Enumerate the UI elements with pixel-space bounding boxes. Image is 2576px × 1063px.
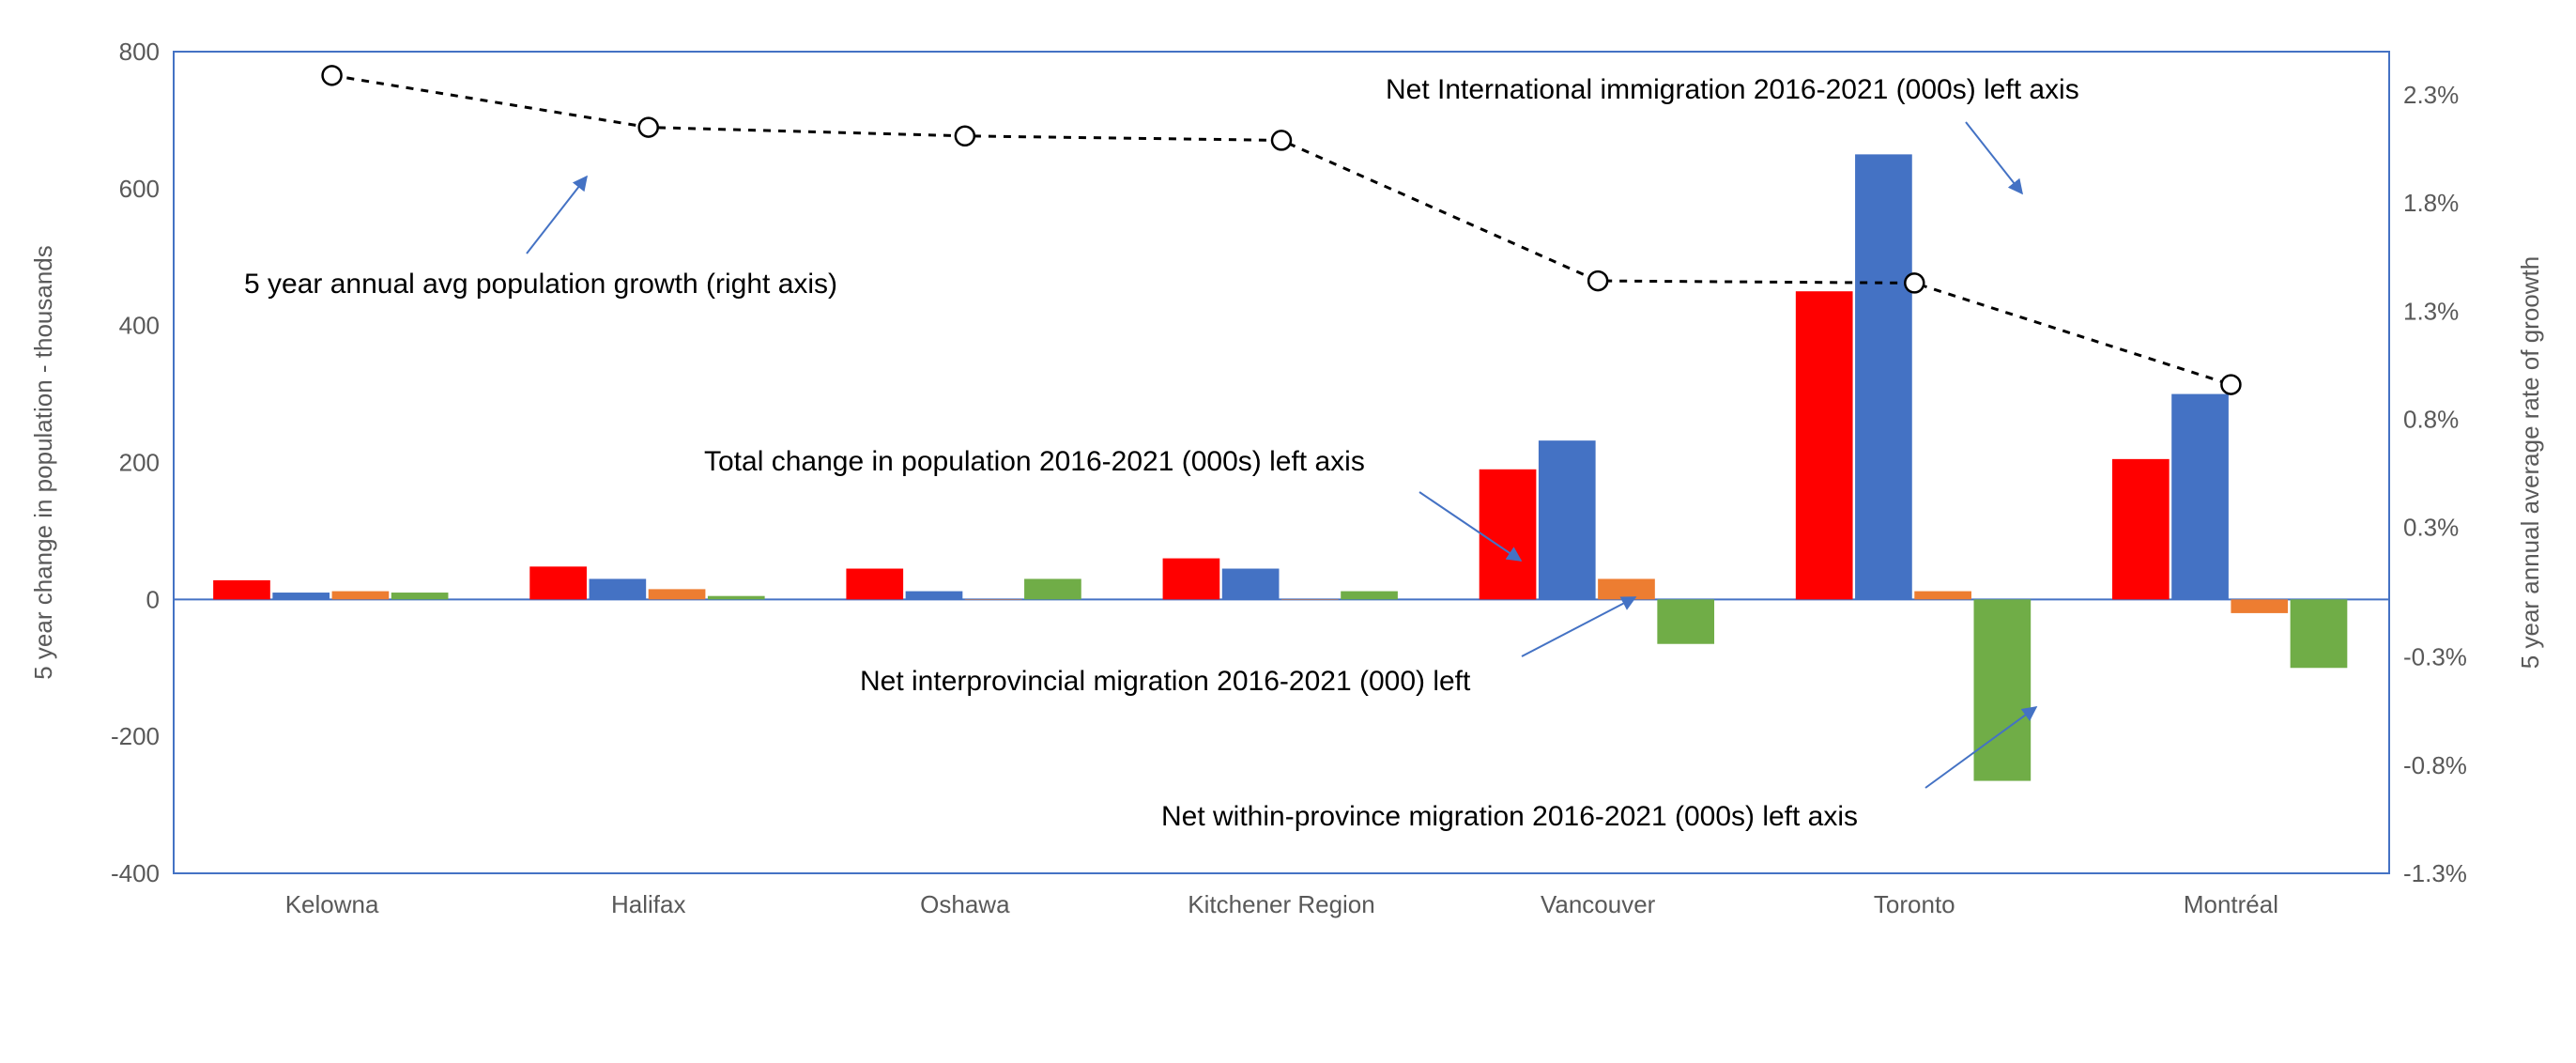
- bar-total_change: [529, 566, 587, 599]
- category-label: Kelowna: [285, 890, 379, 918]
- bar-net_interprovincial: [2231, 599, 2288, 613]
- bar-net_international: [2171, 394, 2229, 600]
- bar-net_within_province: [391, 593, 449, 599]
- bar-total_change: [1163, 559, 1220, 600]
- bar-net_international: [1222, 569, 1280, 600]
- right-tick-label: 2.3%: [2403, 81, 2459, 109]
- bar-net_interprovincial: [332, 592, 390, 600]
- right-tick-label: -1.3%: [2403, 859, 2467, 887]
- marker-growth-rate: [1588, 271, 1607, 290]
- left-axis-title: 5 year change in population - thousands: [29, 245, 57, 680]
- bar-net_interprovincial: [1598, 578, 1655, 599]
- bar-total_change: [213, 580, 270, 599]
- left-tick-label: 200: [119, 449, 160, 477]
- bar-net_interprovincial: [649, 589, 706, 599]
- right-tick-label: -0.3%: [2403, 643, 2467, 671]
- bar-total_change: [1796, 291, 1853, 599]
- marker-growth-rate: [2221, 376, 2240, 394]
- annotation-label: Net within-province migration 2016-2021 …: [1161, 801, 1858, 832]
- bar-net_interprovincial: [965, 599, 1022, 600]
- marker-growth-rate: [639, 118, 658, 137]
- bar-net_within_province: [1974, 599, 2032, 780]
- left-tick-label: -200: [111, 722, 160, 750]
- chart-container: -400 -200 0 200 400 600 800 -1.3% -0.8% -0.3% 0.3%…: [0, 0, 2576, 1063]
- annotation-label: 5 year annual avg population growth (rig…: [244, 269, 837, 300]
- left-tick-label: -400: [111, 859, 160, 887]
- category-label: Toronto: [1874, 890, 1955, 918]
- category-label: Oshawa: [920, 890, 1010, 918]
- bar-net_international: [590, 578, 647, 599]
- bar-net_within_province: [708, 596, 765, 600]
- bar-net_within_province: [1657, 599, 1714, 643]
- bar-net_within_province: [1341, 592, 1398, 600]
- right-axis-title: 5 year annual average rate of groowth: [2516, 256, 2544, 669]
- right-tick-label: 1.8%: [2403, 189, 2459, 217]
- bar-net_international: [1539, 440, 1596, 599]
- left-tick-label: 800: [119, 38, 160, 66]
- bar-total_change: [846, 569, 903, 600]
- annotation-label: Net interprovincial migration 2016-2021 …: [860, 666, 1471, 697]
- annotation-label: Net International immigration 2016-2021 …: [1386, 74, 2079, 105]
- bar-net_interprovincial: [1281, 599, 1339, 600]
- marker-growth-rate: [1272, 131, 1291, 149]
- right-tick-label: -0.8%: [2403, 751, 2467, 779]
- marker-growth-rate: [956, 127, 974, 146]
- right-tick-label: 0.8%: [2403, 405, 2459, 433]
- category-label: Montréal: [2184, 890, 2278, 918]
- bar-total_change: [2112, 459, 2170, 599]
- bar-net_interprovincial: [1914, 592, 1971, 600]
- left-tick-label: 400: [119, 312, 160, 340]
- right-tick-label: 1.3%: [2403, 297, 2459, 325]
- bar-net_within_province: [2291, 599, 2348, 668]
- bar-net_international: [906, 592, 963, 600]
- right-tick-label: 0.3%: [2403, 514, 2459, 542]
- bar-net_international: [272, 593, 330, 599]
- bar-net_within_province: [1024, 578, 1081, 599]
- bar-total_change: [1480, 470, 1537, 600]
- chart-svg: -400 -200 0 200 400 600 800 -1.3% -0.8% -0.3% 0.3%…: [0, 0, 2576, 1063]
- left-tick-label: 0: [146, 585, 160, 613]
- bar-net_international: [1855, 154, 1912, 599]
- category-label: Vancouver: [1541, 890, 1656, 918]
- left-tick-label: 600: [119, 175, 160, 203]
- annotation-label: Total change in population 2016-2021 (00…: [704, 446, 1365, 477]
- category-label: Halifax: [611, 890, 685, 918]
- marker-growth-rate: [1905, 273, 1924, 292]
- category-label: Kitchener Region: [1188, 890, 1374, 918]
- marker-growth-rate: [323, 66, 342, 85]
